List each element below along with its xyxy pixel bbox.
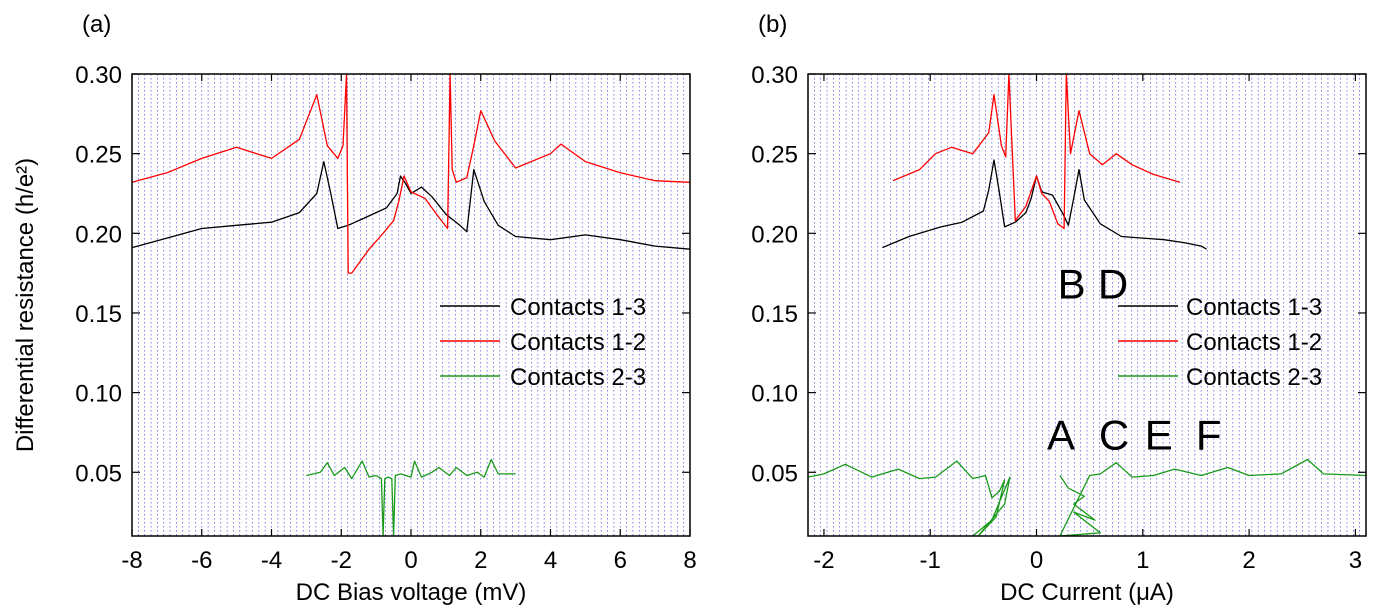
y-tick-label: 0.05 xyxy=(75,460,122,487)
x-tick-label: 1 xyxy=(1136,547,1149,574)
panel-a-label: (a) xyxy=(82,11,111,38)
series-line-contacts-2-3 xyxy=(306,458,516,537)
series-line-contacts-1-2 xyxy=(131,73,691,274)
panel-b-annotations: B D A C E F xyxy=(1047,260,1222,458)
annotation-a: A xyxy=(1047,412,1075,459)
panel-a-grid xyxy=(137,74,685,536)
panel-a-series xyxy=(131,73,691,537)
x-tick-label: 4 xyxy=(544,547,557,574)
x-tick-label: 2 xyxy=(474,547,487,574)
annotation-c: C xyxy=(1099,412,1129,459)
y-axis-label: Differential resistance (h/e²) xyxy=(12,158,39,452)
legend-label-1-2: Contacts 1-2 xyxy=(510,329,646,356)
legend-label-1-2: Contacts 1-2 xyxy=(1186,329,1322,356)
annotation-d: D xyxy=(1098,260,1128,307)
x-tick-label: -2 xyxy=(813,547,834,574)
x-tick-label: 8 xyxy=(683,547,696,574)
x-tick-label: 0 xyxy=(404,547,417,574)
panel-a-legend: Contacts 1-3 Contacts 1-2 Contacts 2-3 xyxy=(440,294,646,391)
y-tick-label: 0.10 xyxy=(751,381,798,408)
panel-b-grid xyxy=(813,74,1361,536)
x-tick-label: 0 xyxy=(1030,547,1043,574)
y-tick-label: 0.25 xyxy=(75,142,122,169)
series-line-contacts-1-2 xyxy=(892,73,1181,230)
panel-b: (b) -2 -1 0 1 2 3 0.05 0.10 0.15 0.20 0.25 0.30 B D A… xyxy=(751,11,1367,606)
series-line-contacts-1-3 xyxy=(882,159,1207,250)
y-tick-label: 0.10 xyxy=(75,381,122,408)
y-tick-label: 0.05 xyxy=(751,460,798,487)
x-tick-label: -1 xyxy=(920,547,941,574)
series-line-contacts-2-3 xyxy=(807,458,1367,537)
x-tick-label: 6 xyxy=(614,547,627,574)
panel-b-series xyxy=(807,73,1367,537)
annotation-e: E xyxy=(1145,412,1173,459)
x-tick-label: -6 xyxy=(191,547,212,574)
y-tick-label: 0.15 xyxy=(75,301,122,328)
legend-label-2-3: Contacts 2-3 xyxy=(1186,364,1322,391)
y-tick-label: 0.15 xyxy=(751,301,798,328)
panel-a-ticks: -8 -6 -4 -2 0 2 4 6 8 0.05 0.10 0.15 0.20 0.25 0.30 xyxy=(75,62,696,574)
y-tick-label: 0.30 xyxy=(751,62,798,89)
x-tick-label: 3 xyxy=(1349,547,1362,574)
panel-a: (a) -8 -6 -4 -2 0 2 4 6 8 0.05 0.10 0.15 0.20 0.25 0.3… xyxy=(75,11,696,606)
x-tick-label: -2 xyxy=(331,547,352,574)
panel-a-x-axis-label: DC Bias voltage (mV) xyxy=(296,579,527,606)
annotation-f: F xyxy=(1196,412,1222,459)
annotation-b: B xyxy=(1058,260,1086,307)
y-tick-label: 0.20 xyxy=(75,221,122,248)
y-tick-label: 0.25 xyxy=(751,142,798,169)
x-tick-label: -4 xyxy=(261,547,282,574)
panel-b-frame xyxy=(807,73,1367,537)
y-tick-label: 0.20 xyxy=(751,221,798,248)
panel-b-legend: Contacts 1-3 Contacts 1-2 Contacts 2-3 xyxy=(1118,294,1322,391)
x-tick-label: -8 xyxy=(121,547,142,574)
x-tick-label: 2 xyxy=(1242,547,1255,574)
panel-b-x-axis-label: DC Current (μA) xyxy=(1000,579,1174,606)
legend-label-1-3: Contacts 1-3 xyxy=(1186,294,1322,321)
legend-label-2-3: Contacts 2-3 xyxy=(510,364,646,391)
legend-label-1-3: Contacts 1-3 xyxy=(510,294,646,321)
panel-b-ticks: -2 -1 0 1 2 3 0.05 0.10 0.15 0.20 0.25 0.30 xyxy=(751,62,1366,574)
panel-b-label: (b) xyxy=(758,11,787,38)
y-tick-label: 0.30 xyxy=(75,62,122,89)
